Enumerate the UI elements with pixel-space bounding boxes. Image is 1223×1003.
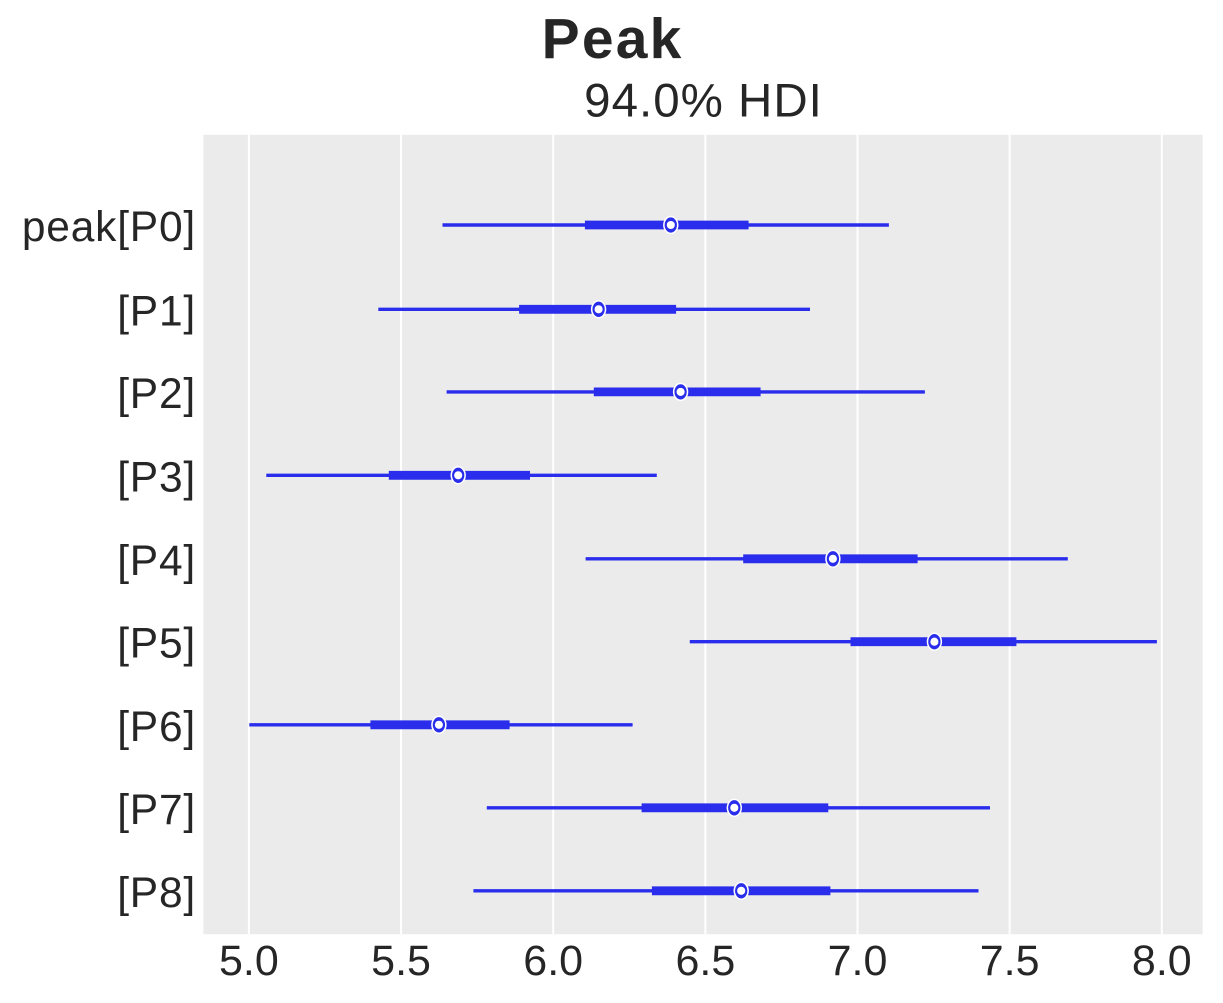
svg-text:8.0: 8.0 bbox=[1132, 937, 1192, 985]
svg-text:[P3]: [P3] bbox=[117, 454, 196, 501]
svg-text:[P8]: [P8] bbox=[117, 870, 196, 917]
svg-text:94.0% HDI: 94.0% HDI bbox=[584, 75, 823, 128]
svg-text:[P5]: [P5] bbox=[117, 621, 196, 668]
svg-text:Peak: Peak bbox=[542, 7, 684, 71]
svg-text:6.5: 6.5 bbox=[675, 937, 735, 985]
svg-text:5.5: 5.5 bbox=[371, 937, 431, 985]
svg-text:6.0: 6.0 bbox=[523, 937, 583, 985]
svg-text:[P1]: [P1] bbox=[117, 288, 196, 335]
svg-text:[P4]: [P4] bbox=[117, 538, 196, 585]
svg-text:7.0: 7.0 bbox=[828, 937, 888, 985]
svg-text:peak[P0]: peak[P0] bbox=[22, 204, 196, 251]
svg-text:[P2]: [P2] bbox=[117, 371, 196, 418]
svg-text:[P7]: [P7] bbox=[117, 787, 196, 834]
svg-text:[P6]: [P6] bbox=[117, 704, 196, 751]
svg-text:5.0: 5.0 bbox=[219, 937, 279, 985]
svg-text:7.5: 7.5 bbox=[980, 937, 1040, 985]
